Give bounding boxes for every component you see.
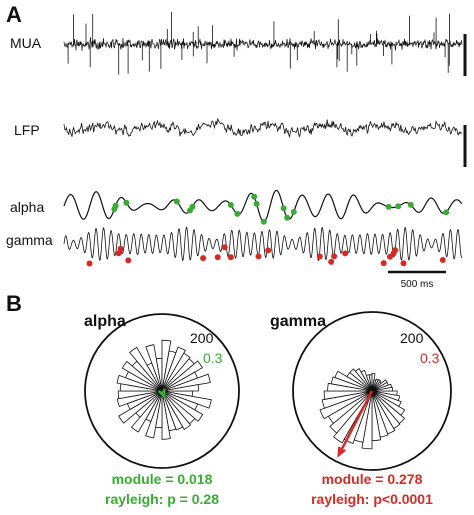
gamma-phase-marker [265, 247, 272, 254]
rose-petal [161, 390, 184, 431]
gamma-phase-marker [387, 253, 393, 260]
rose-petal [129, 346, 163, 392]
rose-petal [161, 352, 191, 392]
rose-petal [118, 390, 163, 424]
alpha-module-text: module = 0.018 [112, 471, 213, 487]
rose-petal [333, 390, 373, 444]
alpha-phase-marker [284, 214, 291, 221]
gamma-module-text: module = 0.278 [322, 471, 423, 487]
rose-petal [365, 374, 373, 392]
panel-b-letter: B [6, 291, 22, 316]
gamma-phase-marker [255, 253, 262, 260]
rose-petal [161, 390, 192, 431]
rose-petal [329, 390, 373, 434]
alpha-mean-vector [157, 388, 166, 400]
alpha-phase-marker [290, 208, 297, 215]
alpha-vector-scale-label: 0.3 [203, 350, 223, 366]
gamma-phase-marker [331, 253, 338, 260]
mean-vector-head [337, 446, 346, 458]
alpha-phase-marker [251, 193, 258, 200]
alpha-trace [63, 189, 463, 223]
gamma-count-label: 200 [400, 330, 424, 346]
gamma-phase-marker [200, 255, 207, 262]
rose-petal [349, 368, 373, 392]
lfp-trace [63, 117, 462, 139]
trace-group [63, 12, 463, 267]
alpha-phase-marker [112, 202, 119, 209]
gamma-polar-plot: gamma 200 0.3 module = 0.278 rayleigh: p… [270, 311, 452, 507]
alpha-phase-marker [260, 218, 267, 225]
rose-petal [161, 390, 204, 422]
alpha-phase-marker [280, 205, 287, 212]
alpha-phase-marker [395, 203, 402, 210]
alpha-phase-marker [234, 210, 241, 217]
mean-vector-line [337, 390, 374, 456]
alpha-phase-markers [111, 193, 450, 225]
rose-petal [145, 344, 163, 392]
gamma-phase-marker [439, 257, 446, 263]
rose-petal [360, 369, 373, 392]
rose-petal [371, 386, 394, 392]
panel-a-letter: A [6, 2, 22, 27]
rose-petal [323, 390, 373, 400]
gamma-phase-marker [86, 260, 93, 267]
alpha-rayleigh-text: rayleigh: p = 0.28 [105, 491, 219, 507]
alpha-phase-marker [407, 201, 414, 208]
alpha-polar-plot: alpha 200 0.3 module = 0.018 rayleigh: p… [84, 313, 240, 507]
alpha-phase-marker [227, 202, 234, 208]
gamma-phase-marker [380, 260, 387, 267]
rose-petal [130, 390, 163, 433]
gamma-phase-histogram [319, 368, 406, 450]
gamma-phase-marker [316, 253, 323, 260]
lfp-label: LFP [14, 122, 40, 138]
gamma-phase-marker [221, 244, 228, 251]
mua-trace [63, 37, 463, 51]
gamma-polar-title: gamma [270, 313, 326, 330]
gamma-phase-marker [342, 250, 349, 257]
alpha-label: alpha [10, 199, 44, 215]
alpha-polar-outline [84, 313, 240, 469]
rose-petal [121, 360, 163, 392]
mean-vector-head [157, 388, 166, 400]
gamma-label: gamma [6, 232, 53, 248]
alpha-phase-marker [253, 200, 260, 207]
rose-petal [161, 360, 203, 392]
time-scale-label: 500 ms [401, 279, 434, 290]
rose-petal [161, 373, 211, 392]
alpha-phase-histogram [116, 339, 212, 440]
alpha-count-label: 200 [190, 330, 214, 346]
rose-petal [319, 390, 373, 420]
alpha-phase-marker [189, 203, 196, 210]
alpha-phase-marker [385, 203, 392, 210]
gamma-phase-marker [400, 260, 407, 267]
gamma-phase-marker [392, 247, 399, 254]
rose-petal [161, 390, 171, 440]
alpha-phase-marker [443, 209, 450, 216]
gamma-phase-markers [86, 244, 446, 267]
alpha-phase-marker [123, 199, 130, 206]
rose-petal [321, 390, 373, 409]
rose-petal [116, 390, 163, 408]
gamma-polar-outline [292, 311, 452, 471]
rose-petal [161, 346, 186, 392]
gamma-rayleigh-text: rayleigh: p<0.0001 [311, 491, 433, 507]
gamma-mean-vector [337, 390, 374, 458]
gamma-phase-marker [125, 257, 132, 264]
gamma-phase-marker [227, 254, 234, 261]
gamma-trace [63, 226, 463, 262]
alpha-polar-title: alpha [84, 313, 126, 330]
alpha-phase-marker [173, 198, 180, 205]
rose-petal [354, 368, 373, 392]
gamma-vector-scale-label: 0.3 [420, 350, 440, 366]
gamma-phase-marker [214, 254, 221, 261]
mua-label: MUA [10, 35, 42, 51]
gamma-phase-marker [328, 258, 335, 265]
gamma-phase-marker [115, 250, 122, 257]
rose-petal [117, 390, 163, 400]
mua-spikes [67, 12, 451, 75]
rose-petal [161, 384, 200, 392]
